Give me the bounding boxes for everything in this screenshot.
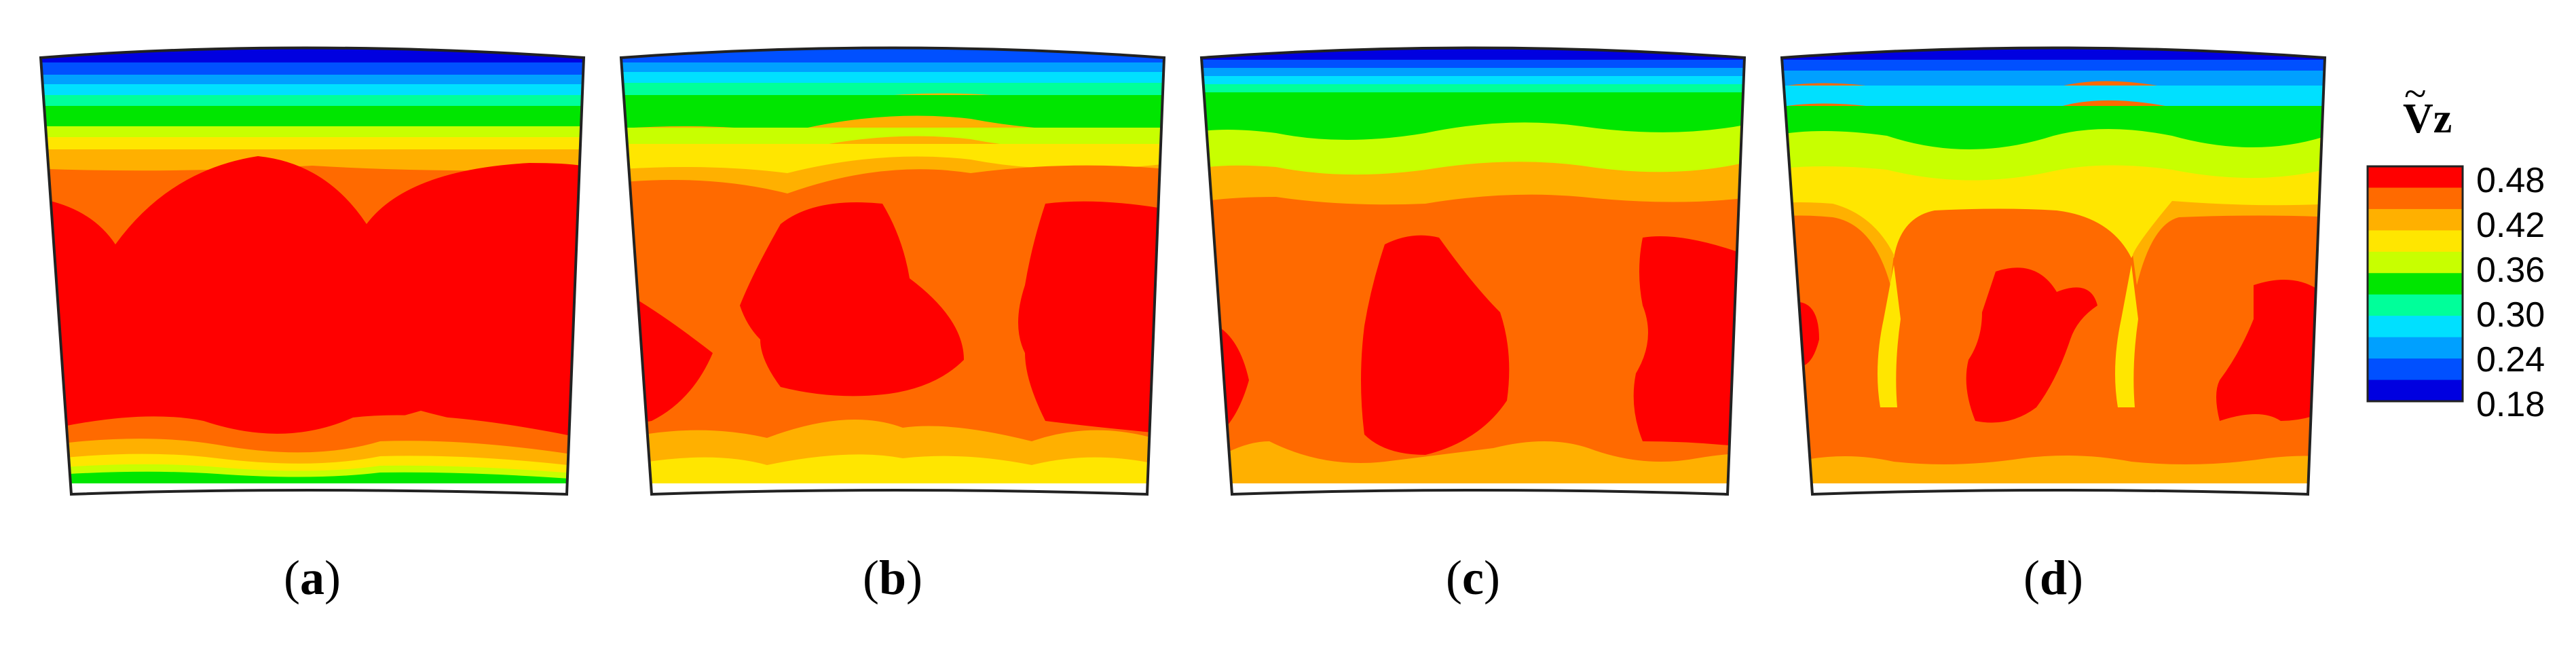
colorbar-level: [2368, 251, 2463, 274]
colorbar-level: [2368, 380, 2463, 402]
legend-tick: 0.18: [2476, 385, 2545, 424]
panel-a-frame: [39, 46, 586, 496]
panel-label-a: (a): [284, 551, 341, 605]
colorbar-level: [2368, 358, 2463, 381]
legend-tick: 0.24: [2476, 340, 2545, 380]
panel-label-b: (b): [862, 551, 923, 605]
legend-tick: 0.48: [2476, 161, 2545, 200]
legend-title: ~ Vz: [2403, 71, 2452, 143]
legend-title-text: Vz: [2403, 96, 2452, 142]
panel-label-d: (d): [2023, 551, 2084, 605]
panel-label-c: (c): [1446, 551, 1500, 605]
colorbar-level: [2368, 208, 2463, 231]
panel-d-contour: [1782, 48, 2325, 494]
colorbar-level: [2368, 273, 2463, 295]
panel-c-contour: [1201, 48, 1744, 494]
colorbar-level: [2368, 166, 2463, 188]
colorbar-level: [2368, 337, 2463, 359]
colorbar-level: [2368, 294, 2463, 316]
panel-c-frame: [1199, 46, 1747, 496]
legend-tick: 0.30: [2476, 295, 2545, 335]
legend-tick: 0.36: [2476, 251, 2545, 290]
colorbar-level: [2368, 316, 2463, 338]
panel-a-contour: [41, 48, 584, 494]
colorbar: [2366, 165, 2464, 403]
panel-b-contour: [621, 48, 1164, 494]
colorbar-level: [2368, 187, 2463, 210]
panel-b-frame: [619, 46, 1166, 496]
colorbar-border: [2366, 165, 2464, 403]
legend-title-tilde: ~: [2404, 71, 2427, 116]
panel-d-frame: [1780, 46, 2327, 496]
colorbar-level: [2368, 230, 2463, 253]
legend-tick: 0.42: [2476, 206, 2545, 245]
